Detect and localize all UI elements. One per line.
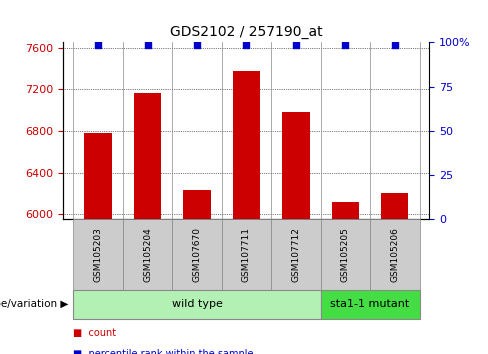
Point: [292, 42, 300, 48]
Point: [391, 42, 399, 48]
Bar: [183, 190, 211, 219]
Point: [143, 42, 151, 48]
Bar: [134, 93, 161, 219]
Text: GSM107670: GSM107670: [192, 227, 202, 282]
Point: [342, 42, 349, 48]
Bar: [84, 133, 112, 219]
Text: wild type: wild type: [172, 299, 223, 309]
Text: genotype/variation ▶: genotype/variation ▶: [0, 299, 68, 309]
Bar: [282, 112, 309, 219]
Point: [193, 42, 201, 48]
Point: [94, 42, 102, 48]
Text: sta1-1 mutant: sta1-1 mutant: [330, 299, 410, 309]
Text: GSM107711: GSM107711: [242, 227, 251, 282]
Text: ■  percentile rank within the sample: ■ percentile rank within the sample: [73, 349, 254, 354]
Text: GSM105205: GSM105205: [341, 227, 350, 282]
Bar: [381, 193, 408, 219]
Text: GSM105204: GSM105204: [143, 228, 152, 282]
Bar: [233, 70, 260, 219]
Text: GSM105206: GSM105206: [390, 227, 399, 282]
Point: [243, 42, 250, 48]
Text: GSM105203: GSM105203: [94, 227, 102, 282]
Bar: [332, 202, 359, 219]
Text: GSM107712: GSM107712: [291, 227, 301, 282]
Title: GDS2102 / 257190_at: GDS2102 / 257190_at: [170, 25, 323, 39]
Text: ■  count: ■ count: [73, 328, 116, 338]
